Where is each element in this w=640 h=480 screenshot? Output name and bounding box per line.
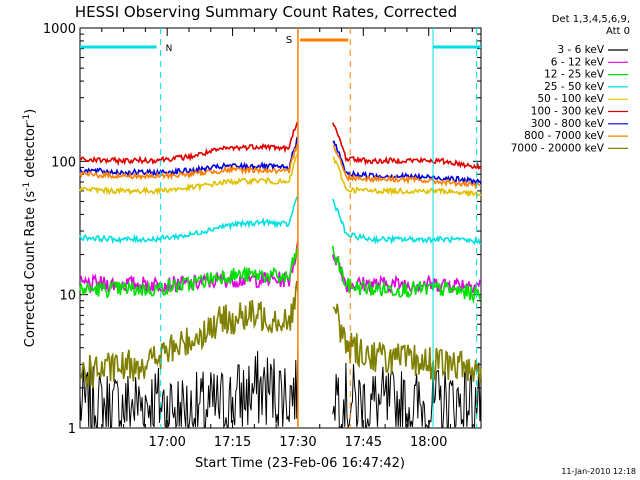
series-line xyxy=(332,144,482,190)
y-tick-label: 1000 xyxy=(43,22,76,37)
x-tick-label: 17:45 xyxy=(345,435,382,450)
series-line xyxy=(79,347,299,429)
series-line xyxy=(79,280,299,390)
series-8 xyxy=(79,280,482,390)
y-tick-label: 1 xyxy=(68,422,76,437)
x-axis-label: Start Time (23-Feb-06 16:47:42) xyxy=(195,456,405,471)
chart-title: HESSI Observing Summary Count Rates, Cor… xyxy=(75,3,457,21)
series-line xyxy=(79,136,299,178)
legend-label: 7000 - 20000 keV xyxy=(511,142,605,154)
series-line xyxy=(332,156,482,197)
series-2 xyxy=(79,245,482,305)
x-tick-label: 17:15 xyxy=(214,435,251,450)
legend-label: 800 - 7000 keV xyxy=(524,130,605,142)
series-line xyxy=(79,152,299,196)
series-line xyxy=(332,198,482,246)
legend-label: 25 - 50 keV xyxy=(544,81,605,93)
timestamp: 11-Jan-2010 12:18 xyxy=(561,467,636,476)
series-line xyxy=(79,143,299,181)
legend-label: 3 - 6 keV xyxy=(557,44,604,56)
legend-label: 50 - 100 keV xyxy=(537,93,604,105)
series-line xyxy=(79,196,299,245)
y-tick-label: 100 xyxy=(51,155,76,170)
x-tick-label: 17:00 xyxy=(148,435,185,450)
y-axis-label: Corrected Count Rate (s-1 detector-1) xyxy=(22,109,38,347)
saa-label: S xyxy=(286,35,292,46)
series-0 xyxy=(79,347,482,429)
series-3 xyxy=(79,196,482,246)
series-line xyxy=(79,121,299,167)
legend-label: 100 - 300 keV xyxy=(531,106,605,118)
legend-header: Det 1,3,4,5,6,9, xyxy=(552,14,630,25)
legend-label: 300 - 800 keV xyxy=(531,118,605,130)
y-tick-label: 10 xyxy=(59,289,76,304)
legend-header: Att 0 xyxy=(606,26,630,37)
series-line xyxy=(332,122,482,171)
series-6 xyxy=(79,136,482,187)
plot-frame xyxy=(79,27,482,429)
series-7 xyxy=(79,143,482,190)
legend-label: 6 - 12 keV xyxy=(551,56,605,68)
series-line xyxy=(332,140,482,187)
legend-label: 12 - 25 keV xyxy=(544,69,605,81)
series-line xyxy=(332,245,482,305)
series-5 xyxy=(79,121,482,171)
series-line xyxy=(332,303,482,383)
series-line xyxy=(332,362,482,429)
series-line xyxy=(79,245,299,299)
x-tick-label: 17:30 xyxy=(279,435,316,450)
plot-area: 1 10 100 1000 17:00 17:15 17:30 17:45 18:00 xyxy=(43,22,482,450)
x-tick-label: 18:00 xyxy=(410,435,447,450)
night-label: N xyxy=(166,44,173,54)
series-4 xyxy=(79,152,482,197)
